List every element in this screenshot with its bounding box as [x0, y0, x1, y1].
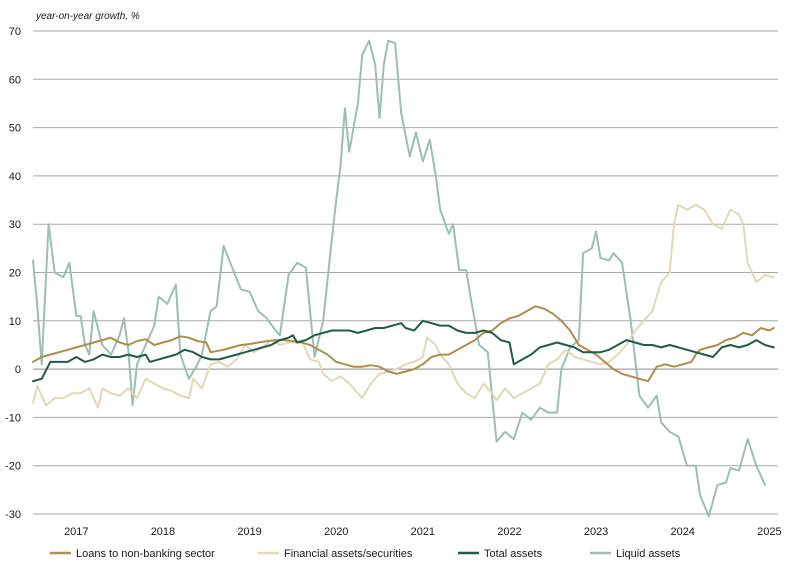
y-tick-label: -10: [5, 412, 21, 424]
x-tick-label: 2019: [237, 526, 261, 538]
y-tick-label: 50: [9, 123, 21, 135]
series-line-loans-to-non-banking-sector: [32, 305, 775, 383]
x-axis-ticks: 2017 2018 2019 2020 2021 2022 2023 2024 2025: [64, 526, 782, 538]
gridlines: [33, 30, 778, 515]
y-axis-ticks: -30 -20 -10 0 10 20 30 40 50 60 70: [5, 26, 21, 521]
y-tick-label: 40: [9, 171, 21, 183]
series-line-financial-assets-securities: [32, 203, 775, 409]
y-tick-label: -20: [5, 461, 21, 473]
series-line-liquid-assets: [32, 39, 766, 518]
series-line-total-assets: [32, 319, 775, 383]
y-tick-label: 10: [9, 316, 21, 328]
series-lines: [32, 39, 775, 518]
x-tick-label: 2025: [757, 526, 781, 538]
x-tick-label: 2022: [497, 526, 521, 538]
legend: Loans to non-banking sector Financial ass…: [50, 548, 681, 560]
y-tick-label: 70: [9, 26, 21, 38]
legend-label: Liquid assets: [616, 548, 681, 560]
x-tick-label: 2024: [670, 526, 694, 538]
x-tick-label: 2017: [64, 526, 88, 538]
y-tick-label: 0: [15, 364, 21, 376]
x-tick-label: 2018: [151, 526, 175, 538]
x-tick-label: 2020: [324, 526, 348, 538]
x-tick-label: 2021: [411, 526, 435, 538]
y-tick-label: -30: [5, 509, 21, 521]
legend-label: Financial assets/securities: [284, 548, 413, 560]
y-axis-unit-label: year-on-year growth, %: [35, 11, 140, 22]
legend-label: Loans to non-banking sector: [76, 548, 215, 560]
y-tick-label: 20: [9, 268, 21, 280]
y-tick-label: 60: [9, 74, 21, 86]
y-tick-label: 30: [9, 219, 21, 231]
x-tick-label: 2023: [584, 526, 608, 538]
legend-label: Total assets: [484, 548, 543, 560]
